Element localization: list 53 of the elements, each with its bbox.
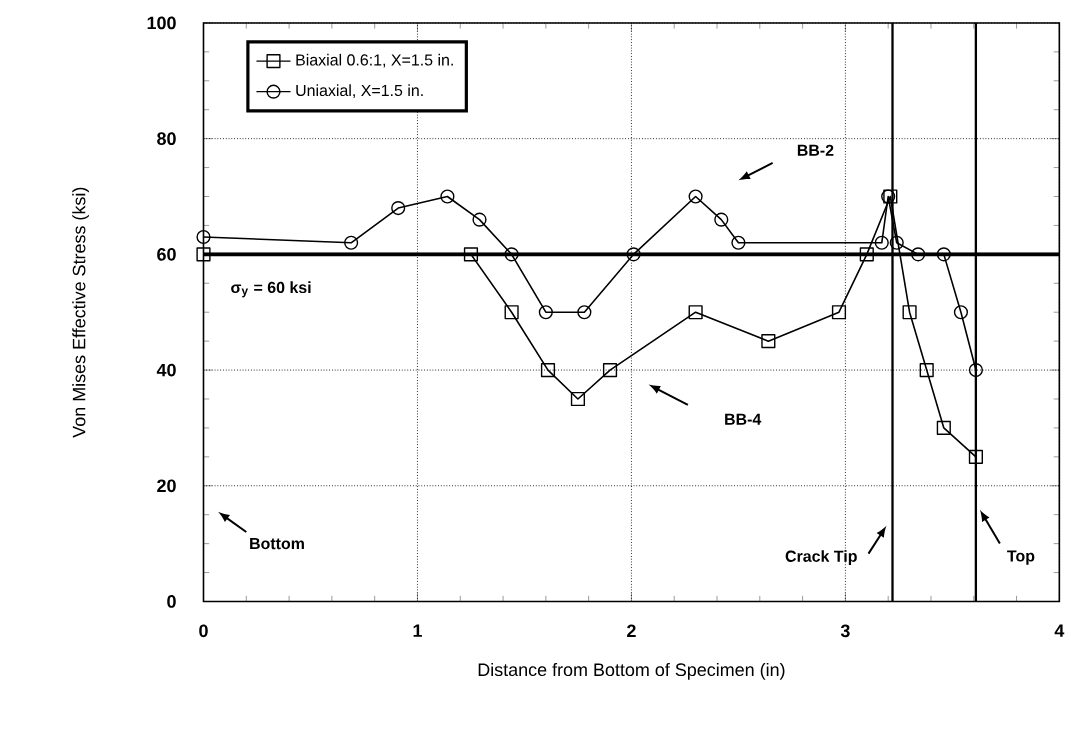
annotation: Bottom — [250, 538, 304, 550]
point — [626, 247, 641, 262]
x-tick-label: 1 — [413, 624, 422, 637]
y-tick-label: 0 — [167, 595, 176, 608]
annotation: BB-2 — [797, 144, 834, 156]
point — [874, 235, 889, 250]
point — [463, 247, 479, 262]
point — [953, 305, 969, 320]
point — [688, 305, 703, 320]
point — [196, 229, 211, 245]
x-tick-label: 4 — [1054, 624, 1065, 637]
x-tick-label: 3 — [840, 624, 850, 638]
point — [440, 189, 455, 204]
y-tick-label: 40 — [156, 363, 176, 377]
point — [538, 305, 553, 320]
y-tick-label: 100 — [147, 16, 176, 30]
point — [889, 235, 904, 250]
y-tick-label: 80 — [157, 132, 176, 145]
point — [968, 449, 983, 464]
point — [831, 305, 847, 320]
point — [602, 362, 618, 378]
x-tick-label: 2 — [627, 624, 636, 637]
point — [504, 305, 519, 320]
ref-line-label: Top — [1007, 550, 1035, 565]
y-axis-title: Von Mises Effective Stress (ksi) — [72, 187, 89, 438]
y-tick-label: 60 — [157, 247, 176, 261]
point — [936, 420, 951, 435]
point — [688, 189, 703, 204]
point — [911, 247, 926, 262]
point — [714, 212, 729, 227]
point — [472, 212, 487, 227]
annotation: BB-4 — [725, 413, 762, 425]
point — [761, 334, 776, 349]
ref-line-label: σ$_{y}$ = 60 ksi — [231, 281, 311, 298]
point — [968, 362, 983, 378]
y-tick-label: 20 — [157, 479, 176, 493]
point — [859, 247, 874, 262]
point — [919, 362, 934, 378]
x-axis-title: Distance from Bottom of Specimen (in) — [478, 662, 785, 680]
point — [344, 235, 359, 250]
point — [577, 305, 592, 320]
point — [902, 305, 917, 320]
point — [936, 247, 951, 262]
x-tick-label: 0 — [199, 624, 208, 638]
point — [570, 391, 586, 407]
ref-line-label: Crack Tip — [785, 550, 857, 565]
legend-label: Uniaxial, X=1.5 in. — [296, 84, 423, 98]
point — [540, 362, 556, 378]
legend-label: Biaxial 0.6:1, X=1.5 in. — [296, 53, 453, 68]
point — [196, 247, 211, 262]
point — [731, 235, 746, 250]
point — [391, 200, 406, 216]
point — [504, 247, 519, 262]
